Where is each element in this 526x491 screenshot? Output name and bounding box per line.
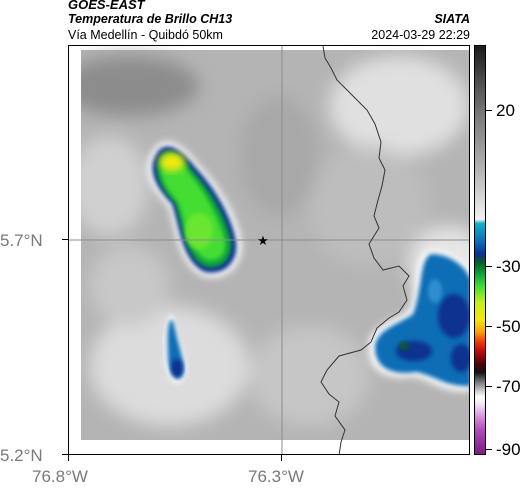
colorbar-tick-neg50 — [486, 326, 492, 327]
timestamp: 2024-03-29 22:29 — [371, 28, 470, 42]
lat-label-5.2: 5.2°N — [0, 446, 43, 465]
convective-cell-east — [368, 251, 469, 391]
subtitle: Vía Medellín - Quibdó 50km — [68, 28, 223, 42]
title-line2: Temperatura de Brillo CH13 — [68, 12, 233, 26]
lat-label-5.7: 5.7°N — [0, 231, 43, 250]
convective-cell-small — [164, 314, 187, 384]
colorbar-label-neg70: -70 — [496, 377, 521, 396]
colorbar-label-neg50: -50 — [496, 317, 521, 336]
colorbar-tick-neg30 — [486, 266, 492, 267]
colorbar — [474, 45, 486, 455]
title-line1: GOES-EAST — [68, 0, 145, 12]
colorbar-tick-neg70 — [486, 386, 492, 387]
convective-cell-main — [147, 142, 242, 278]
lon-label-76.8: 76.8°W — [32, 467, 88, 486]
colorbar-label-20: 20 — [496, 101, 515, 120]
lat-tick-5.7 — [62, 239, 68, 240]
lon-tick-76.3 — [281, 455, 282, 461]
colorbar-label-neg30: -30 — [496, 257, 521, 276]
star-icon: ★ — [257, 234, 269, 249]
boundary-line — [320, 46, 410, 454]
lon-tick-76.8 — [68, 455, 69, 461]
colorbar-tick-neg90 — [486, 449, 492, 450]
colorbar-tick-20 — [486, 110, 492, 111]
organization-label: SIATA — [434, 12, 470, 26]
lon-label-76.3: 76.3°W — [248, 467, 304, 486]
colorbar-label-neg90: -90 — [496, 440, 521, 459]
satellite-image: ★ — [69, 46, 469, 454]
map-panel: ★ — [68, 45, 470, 455]
lat-tick-5.2 — [62, 454, 68, 455]
